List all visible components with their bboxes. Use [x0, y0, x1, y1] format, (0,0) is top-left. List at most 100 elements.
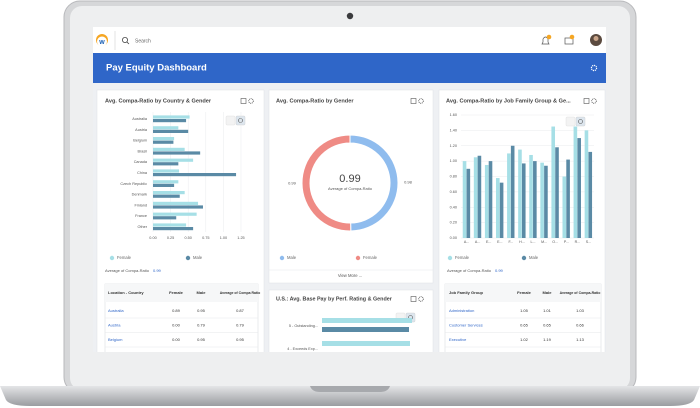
chart-options[interactable] — [240, 98, 247, 104]
table-cell: 0.95 — [197, 308, 206, 313]
chart-options[interactable] — [410, 296, 417, 302]
search-icon[interactable] — [122, 37, 129, 44]
y-tick-label: 1.40 — [450, 128, 457, 132]
bar — [153, 162, 179, 166]
table-cell: 0.95 — [236, 337, 245, 342]
bar — [153, 205, 203, 209]
bar — [484, 164, 489, 238]
column-header: Female — [169, 290, 184, 295]
zoom-in[interactable] — [235, 115, 246, 126]
column-header: Female — [517, 290, 532, 295]
y-tick-label: 1.20 — [450, 144, 457, 148]
camera — [346, 12, 354, 20]
bar — [488, 161, 493, 238]
bar — [499, 182, 504, 238]
badge — [569, 34, 575, 40]
center-label: Average of Compa-Ratio — [328, 186, 373, 191]
notch — [310, 386, 390, 392]
bar — [566, 159, 570, 238]
y-tick-label: Czech Republic — [120, 182, 147, 186]
bar — [153, 173, 237, 177]
x-tick-label: 0.75 — [202, 236, 209, 240]
x-tick-label: E... — [497, 240, 502, 244]
center-value: 0.99 — [339, 173, 360, 185]
settings[interactable] — [591, 98, 597, 104]
chart-options[interactable] — [583, 98, 590, 104]
x-tick-label: O... — [552, 240, 558, 244]
bar — [507, 153, 511, 238]
title-bar — [93, 53, 606, 83]
summary-label: Average of Compa-Ratio — [447, 268, 492, 273]
zoom-icon — [578, 119, 583, 124]
x-tick-label: R... — [575, 240, 581, 244]
chart-options[interactable] — [410, 98, 417, 104]
bar — [477, 155, 482, 238]
table-cell: 1.03 — [576, 308, 585, 313]
bar — [533, 161, 537, 238]
bar — [153, 216, 177, 220]
search-box[interactable]: Search — [135, 38, 151, 44]
y-tick-label: 0.80 — [450, 175, 457, 179]
zoom-icon — [238, 118, 243, 123]
y-tick-label: Australia — [132, 117, 148, 121]
bar — [153, 183, 175, 187]
legend-swatch — [279, 255, 285, 261]
bar — [473, 157, 478, 238]
row-link: Customer Services — [449, 323, 483, 328]
settings[interactable] — [418, 98, 424, 104]
x-tick-label: M... — [541, 240, 547, 244]
bar — [153, 147, 185, 151]
y-tick-label: Other — [138, 225, 148, 229]
y-tick-label: 1.60 — [450, 113, 457, 117]
legend-swatch — [355, 255, 361, 261]
settings[interactable] — [590, 64, 598, 72]
zoom-in[interactable] — [575, 116, 586, 127]
bar — [584, 130, 589, 238]
dashboard-title: Pay Equity Dashboard — [106, 63, 207, 74]
x-tick-label: 1.25 — [237, 236, 244, 240]
x-tick-label: 0.50 — [184, 236, 191, 240]
bar — [153, 137, 175, 141]
legend-label: Female — [455, 255, 470, 260]
donut-segment — [301, 134, 352, 232]
bar — [153, 129, 189, 133]
notifications[interactable] — [541, 36, 550, 45]
y-tick-label: China — [137, 171, 148, 175]
table-cell: 0.65 — [520, 323, 529, 328]
settings[interactable] — [248, 98, 254, 104]
summary-value: 0.99 — [495, 268, 504, 273]
settings[interactable] — [418, 296, 424, 302]
zoom-out[interactable] — [225, 115, 236, 126]
inbox[interactable] — [564, 37, 574, 45]
bar — [153, 158, 194, 162]
bar — [153, 201, 199, 205]
y-tick-label: 0.20 — [450, 221, 457, 225]
panel-title: Avg. Compa-Ratio by Country & Gender — [105, 98, 212, 104]
x-tick-label: F... — [508, 240, 513, 244]
bar — [555, 147, 559, 238]
y-tick-label: Finland — [135, 203, 147, 207]
bar — [577, 138, 581, 238]
legend-label: Male — [529, 255, 539, 260]
laptop-base — [0, 386, 700, 406]
legend-label: Female — [117, 255, 132, 260]
segment-label: 0.98 — [404, 180, 413, 185]
bar — [544, 165, 548, 238]
bar — [510, 145, 515, 238]
bar — [462, 161, 467, 238]
table-cell: 0.66 — [576, 323, 585, 328]
x-tick-label: H... — [519, 240, 525, 244]
zoom-out[interactable] — [565, 116, 576, 127]
table-cell: 1.01 — [543, 308, 552, 313]
table-cell: 1.19 — [543, 337, 552, 342]
table-header — [105, 284, 258, 302]
y-tick-label: Brasil — [138, 149, 148, 153]
avatar — [593, 36, 599, 41]
bar — [518, 149, 522, 238]
bar — [153, 194, 180, 198]
view-more-link[interactable]: View More ... — [338, 273, 362, 278]
panel — [268, 89, 434, 284]
search-icon[interactable] — [126, 41, 130, 45]
panel-title: Avg. Compa-Ratio by Job Family Group & G… — [446, 98, 571, 104]
